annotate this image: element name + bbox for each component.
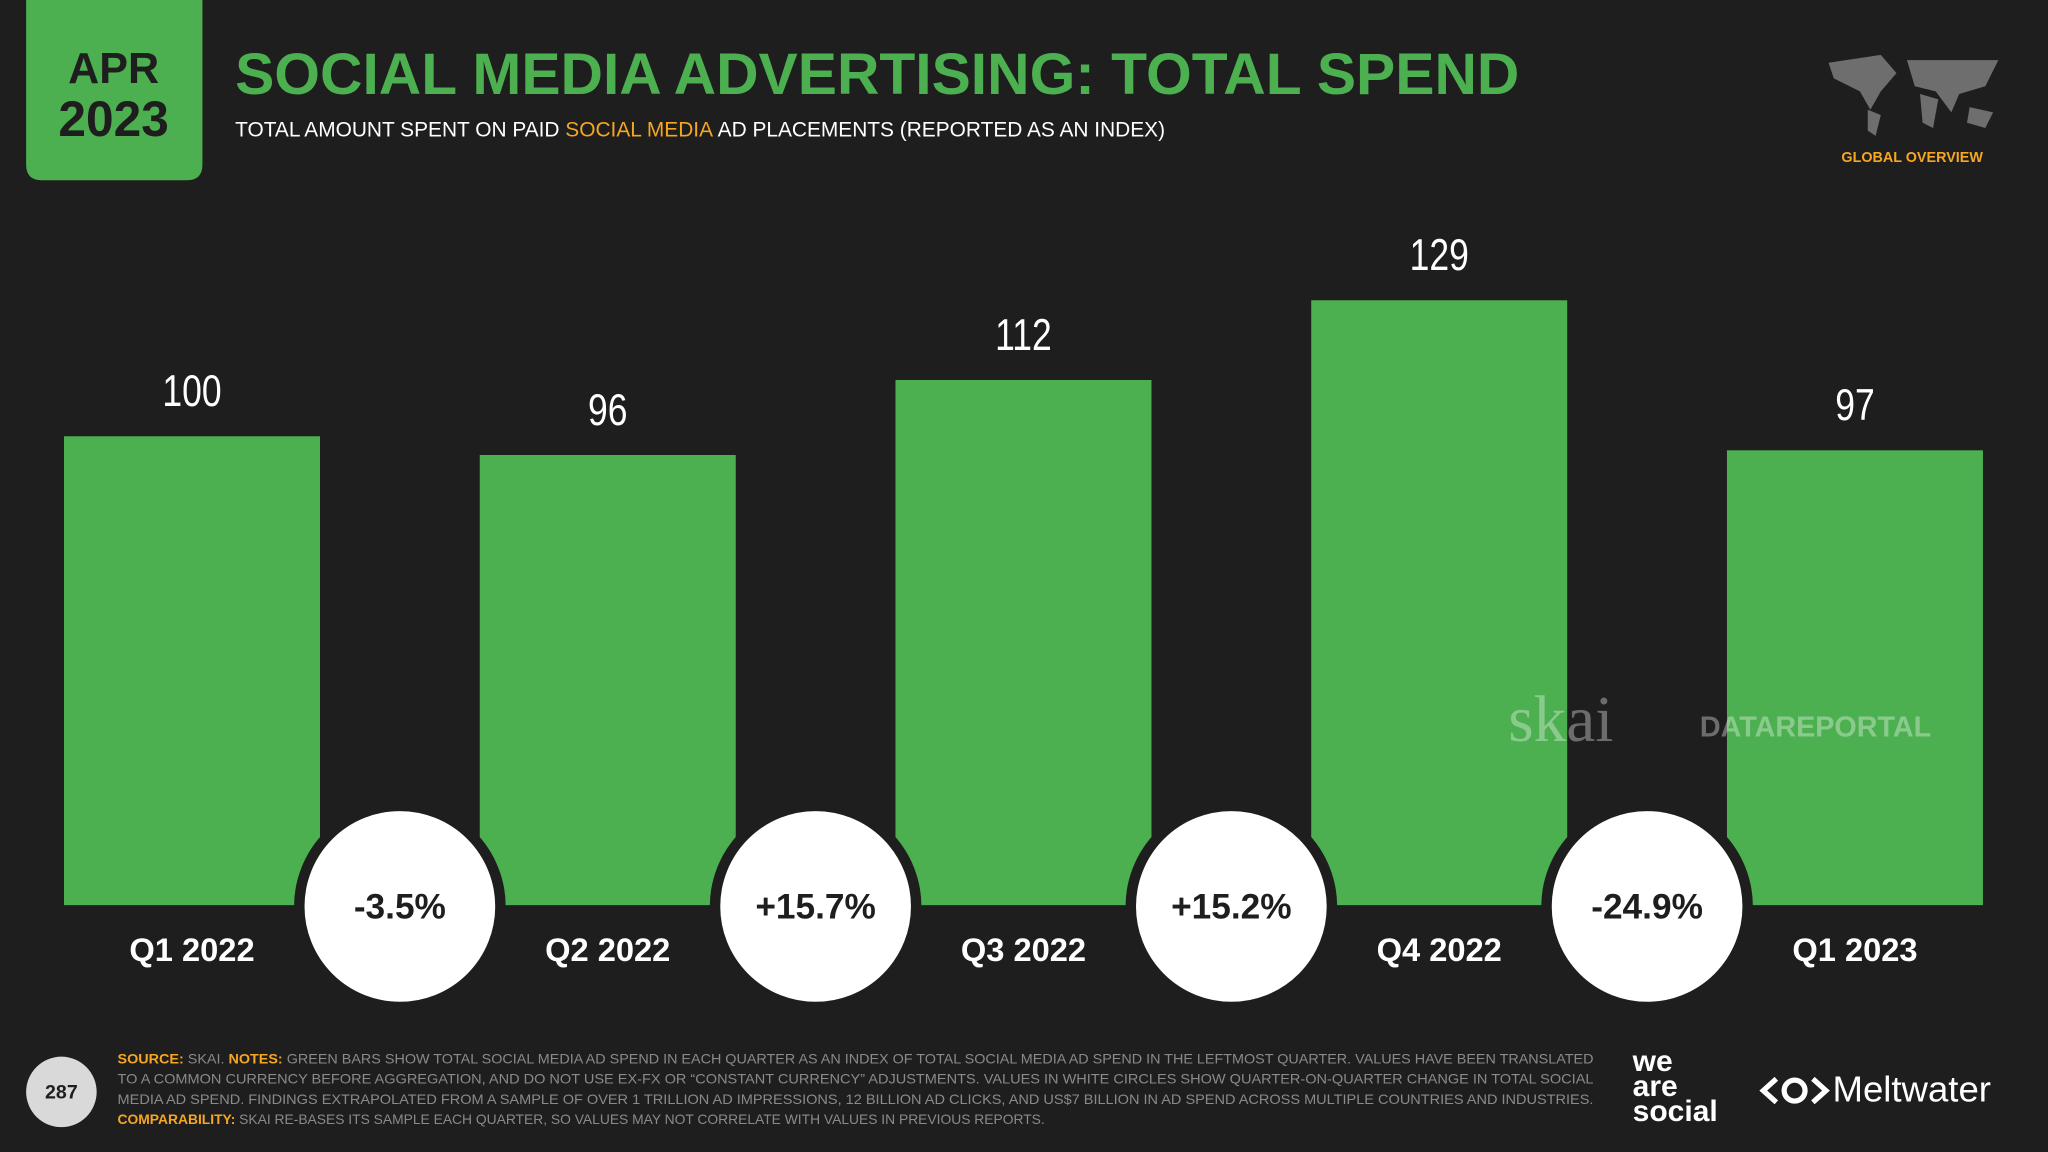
logo-text: social	[1633, 1095, 1718, 1128]
change-label: -24.9%	[1591, 887, 1703, 926]
change-circle	[1125, 800, 1338, 1013]
change-circle	[294, 800, 506, 1013]
footer-text: GREEN BARS SHOW TOTAL SOCIAL MEDIA AD SP…	[283, 1050, 1594, 1066]
change-label: +15.2%	[1171, 887, 1292, 926]
change-label: +15.7%	[755, 887, 876, 926]
logo-text: are	[1633, 1070, 1678, 1103]
badge-year: 2023	[58, 91, 168, 147]
change-label: -3.5%	[354, 887, 446, 926]
data-label: 96	[588, 385, 628, 435]
change-circle	[1541, 800, 1753, 1013]
section-label: GLOBAL OVERVIEW	[1841, 150, 1983, 166]
category-label: Q4 2022	[1377, 931, 1502, 968]
footer-text: SKAI.	[184, 1050, 229, 1066]
category-label: Q1 2023	[1792, 931, 1917, 968]
bar	[895, 379, 1152, 906]
footer-text: SKAI RE-BASES ITS SAMPLE EACH QUARTER, S…	[235, 1111, 1044, 1127]
subtitle-text: TOTAL AMOUNT SPENT ON PAID	[235, 118, 565, 141]
category-label: Q2 2022	[545, 931, 670, 968]
footer: SOURCE: SKAI. NOTES: GREEN BARS SHOW TOT…	[118, 1050, 1594, 1127]
change-circle	[709, 800, 922, 1013]
subtitle: TOTAL AMOUNT SPENT ON PAID SOCIAL MEDIA …	[235, 118, 1165, 141]
chart-title: SOCIAL MEDIA ADVERTISING: TOTAL SPEND	[235, 42, 1519, 107]
bar	[479, 455, 736, 906]
footer-text: TO A COMMON CURRENCY BEFORE AGGREGATION,…	[118, 1070, 1594, 1086]
date-badge	[26, 0, 203, 181]
data-label: 100	[162, 366, 221, 416]
data-label: 129	[1410, 230, 1469, 280]
footer-label: NOTES:	[228, 1050, 282, 1066]
category-label: Q1 2022	[129, 931, 254, 968]
data-label: 112	[995, 310, 1052, 360]
watermark: DATAREPORTAL	[1700, 711, 1931, 743]
watermark: skai	[1508, 684, 1613, 756]
footer-line: COMPARABILITY: SKAI RE-BASES ITS SAMPLE …	[118, 1111, 1045, 1127]
logo-text: we	[1632, 1045, 1673, 1078]
meltwater-icon	[1759, 1076, 1830, 1105]
footer-line: TO A COMMON CURRENCY BEFORE AGGREGATION,…	[118, 1070, 1594, 1086]
footer-label: COMPARABILITY:	[118, 1111, 236, 1127]
footer-label: SOURCE:	[118, 1050, 184, 1066]
page-number: 287	[45, 1081, 78, 1103]
bar	[1726, 450, 1983, 906]
footer-text: MEDIA AD SPEND. FINDINGS EXTRAPOLATED FR…	[118, 1090, 1594, 1106]
badge-month: APR	[68, 45, 159, 93]
bar	[64, 436, 320, 906]
data-label: 97	[1835, 380, 1875, 430]
subtitle-highlight: SOCIAL MEDIA	[565, 118, 713, 141]
logo-text: Meltwater	[1832, 1069, 1990, 1110]
footer-line: MEDIA AD SPEND. FINDINGS EXTRAPOLATED FR…	[118, 1090, 1594, 1106]
subtitle-text: AD PLACEMENTS (REPORTED AS AN INDEX)	[713, 118, 1165, 141]
footer-line: SOURCE: SKAI. NOTES: GREEN BARS SHOW TOT…	[118, 1050, 1594, 1066]
bar	[1311, 300, 1568, 906]
world-map-icon	[1828, 54, 1999, 136]
plot: 100 Q1 2022 96 Q2 2022 112 Q3 2022 129 Q4 2022 9…	[64, 230, 1983, 1013]
page-number-badge	[26, 1056, 97, 1128]
category-label: Q3 2022	[961, 931, 1086, 968]
